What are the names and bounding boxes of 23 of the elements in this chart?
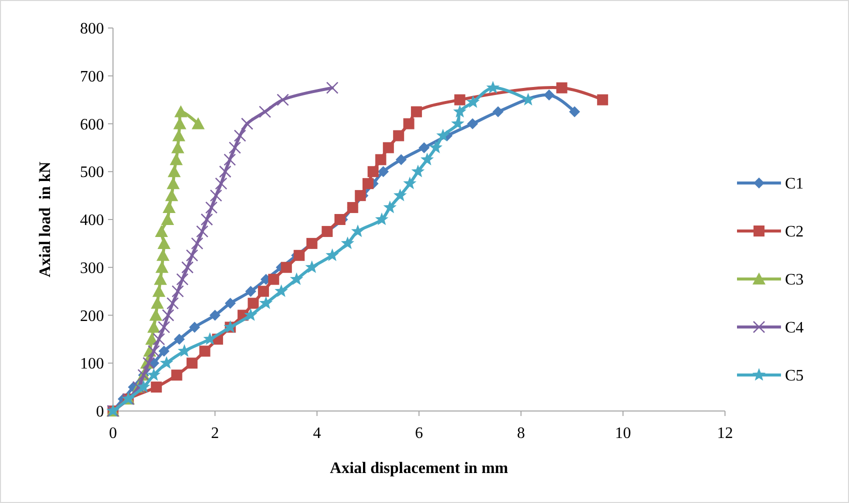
y-tick-label: 700 [80,68,104,86]
y-axis-title: Axial load in kN [37,161,54,278]
x-axis-title: Axial displacement in mm [330,460,509,477]
x-tick-label: 0 [109,425,117,442]
y-tick-label: 500 [80,164,104,182]
y-tick-label: 400 [80,212,104,230]
legend-label: C4 [785,320,804,337]
y-tick-label: 800 [80,20,104,38]
x-tick-label: 2 [211,425,219,442]
legend-label: C1 [785,176,804,193]
y-tick-label: 600 [80,116,104,134]
x-tick-label: 4 [313,425,321,442]
y-tick-label: 100 [80,356,104,373]
x-tick-label: 10 [615,425,631,442]
legend-label: C2 [785,224,804,241]
legend-label: C3 [785,272,804,289]
x-tick-label: 12 [717,425,733,442]
y-tick-label: 200 [80,308,104,325]
x-tick-label: 6 [415,425,423,442]
y-tick-label: 300 [80,260,104,277]
y-tick-label: 0 [96,404,104,421]
legend-label: C5 [785,368,804,385]
x-tick-label: 8 [517,425,525,442]
